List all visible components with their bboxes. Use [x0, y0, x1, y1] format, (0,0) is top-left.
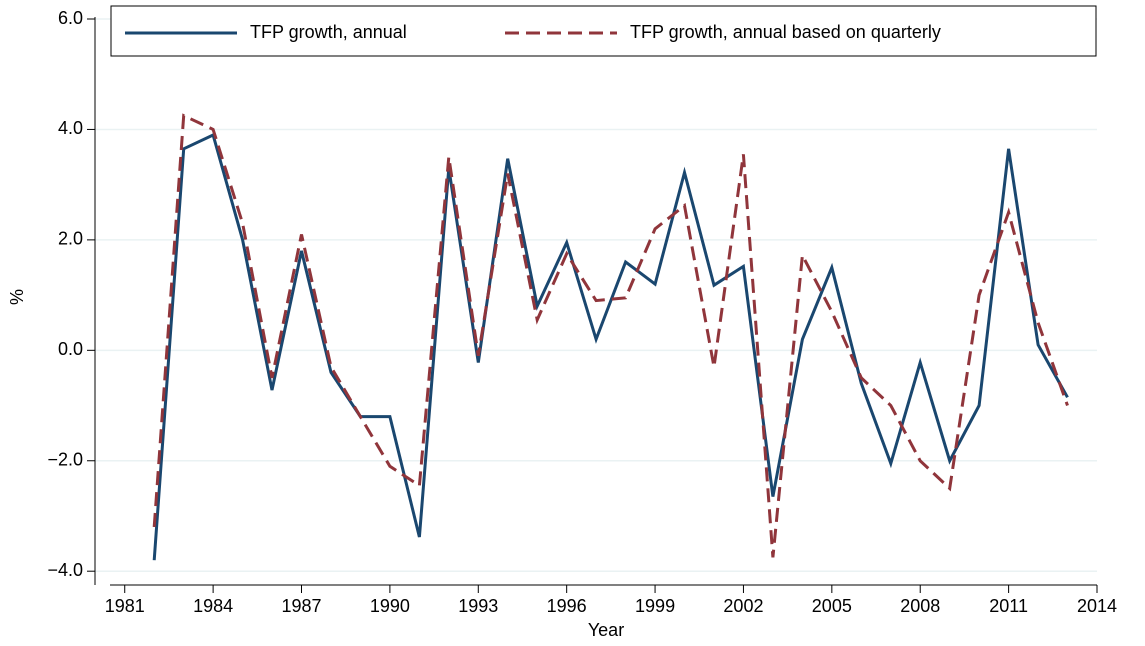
- y-axis-label: %: [7, 289, 27, 305]
- y-tick-label: 6.0: [58, 8, 83, 28]
- legend-label: TFP growth, annual based on quarterly: [630, 22, 941, 42]
- x-tick-label: 1981: [105, 596, 145, 616]
- y-tick-label: 0.0: [58, 339, 83, 359]
- x-tick-label: 2002: [723, 596, 763, 616]
- x-tick-label: 2011: [989, 596, 1028, 616]
- x-tick-label: 2008: [900, 596, 940, 616]
- x-tick-label: 1987: [281, 596, 321, 616]
- x-tick-label: 2005: [812, 596, 852, 616]
- x-tick-label: 1990: [370, 596, 410, 616]
- x-tick-label: 2014: [1077, 596, 1117, 616]
- x-tick-label: 1984: [193, 596, 233, 616]
- x-tick-label: 1996: [547, 596, 587, 616]
- y-tick-label: −2.0: [47, 450, 83, 470]
- x-axis-label: Year: [588, 620, 624, 640]
- x-tick-label: 1993: [458, 596, 498, 616]
- legend-box: [110, 5, 1097, 57]
- line: [152, 132, 1069, 561]
- y-tick-label: −4.0: [47, 560, 83, 580]
- y-tick-label: 4.0: [58, 118, 83, 138]
- x-tick-label: 1999: [635, 596, 675, 616]
- legend-label: TFP growth, annual: [250, 22, 407, 42]
- y-tick-label: 2.0: [58, 229, 83, 249]
- line: [152, 113, 1069, 558]
